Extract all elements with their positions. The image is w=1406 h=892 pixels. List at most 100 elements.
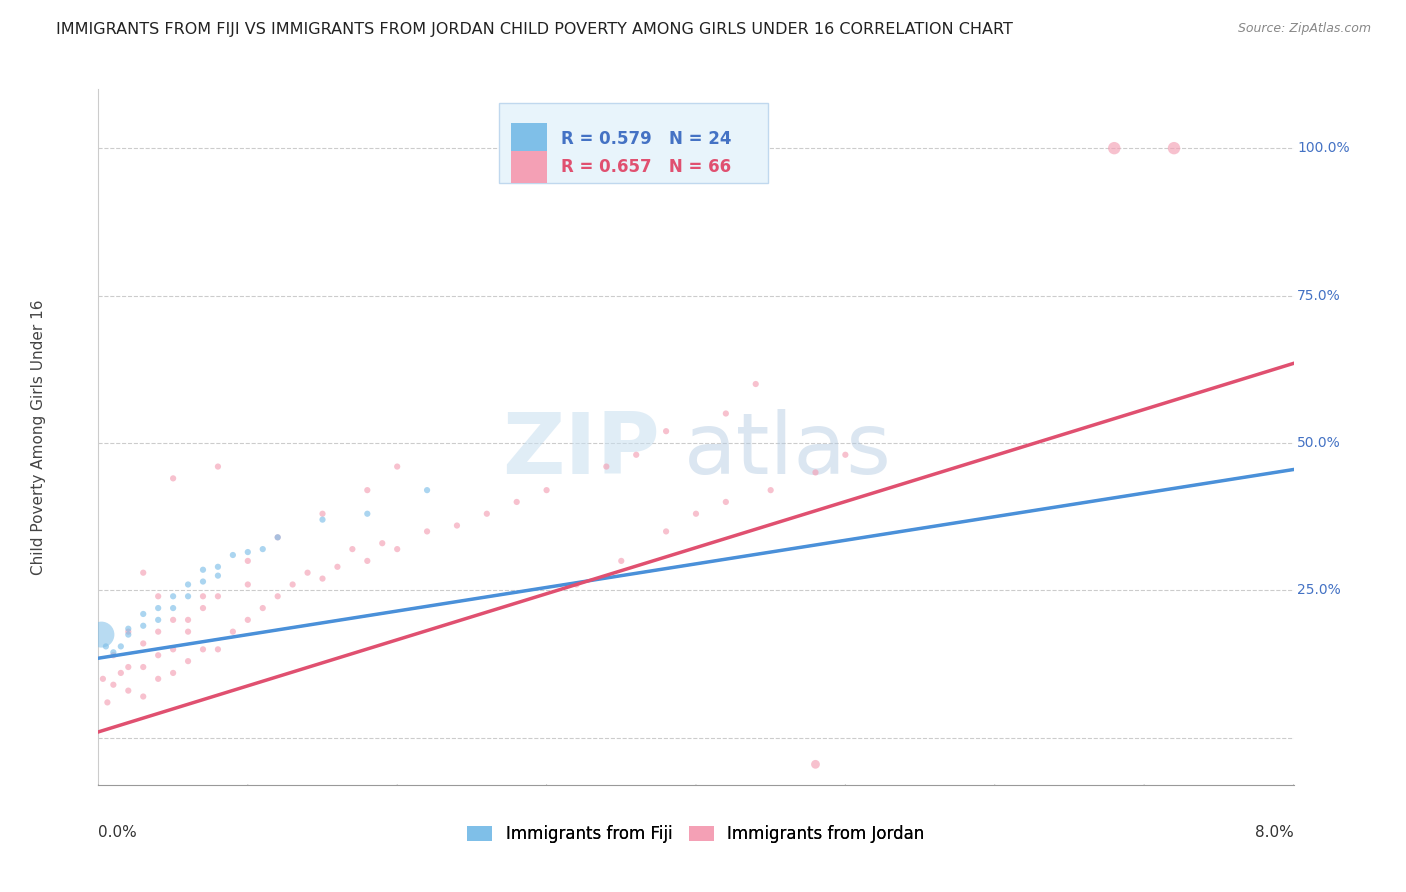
Point [117,622,139,636]
Point [655,524,678,539]
Point [536,483,558,497]
Text: Source: ZipAtlas.com: Source: ZipAtlas.com [1237,22,1371,36]
Point [103,648,125,663]
Point [162,601,184,615]
Text: ZIP: ZIP [502,409,661,492]
Point [252,542,274,557]
Point [103,645,125,659]
Point [714,407,737,421]
Point [252,601,274,615]
Point [162,665,184,680]
Point [311,572,333,586]
Point [371,536,394,550]
Point [148,589,170,603]
Point [207,568,229,582]
Text: R = 0.579   N = 24: R = 0.579 N = 24 [561,130,731,148]
Point [356,483,378,497]
Point [475,507,498,521]
Point [148,648,170,663]
Point [1163,141,1185,155]
Point [148,601,170,615]
Text: 8.0%: 8.0% [1254,825,1294,840]
Point [236,545,259,559]
Point [222,624,245,639]
Point [236,577,259,591]
Point [191,642,214,657]
Point [207,459,229,474]
Point [117,627,139,641]
Legend: Immigrants from Fiji, Immigrants from Jordan: Immigrants from Fiji, Immigrants from Jo… [461,818,931,850]
Point [416,483,439,497]
Point [804,757,827,772]
Point [222,548,245,562]
Point [132,660,155,674]
Point [94,640,117,654]
Point [207,559,229,574]
Point [132,566,155,580]
Point [565,577,588,591]
Point [311,513,333,527]
Text: 0.0%: 0.0% [98,825,138,840]
Point [506,495,529,509]
FancyBboxPatch shape [510,152,547,183]
Point [207,642,229,657]
Point [297,566,319,580]
Point [117,660,139,674]
Point [804,466,827,480]
Point [96,695,118,709]
Point [326,559,349,574]
Point [177,613,200,627]
Text: Child Poverty Among Girls Under 16: Child Poverty Among Girls Under 16 [31,300,46,574]
Point [191,589,214,603]
Point [117,683,139,698]
Point [177,624,200,639]
Point [267,530,290,544]
Point [162,589,184,603]
Point [281,577,304,591]
Point [610,554,633,568]
Point [236,613,259,627]
Point [148,624,170,639]
Point [685,507,707,521]
Point [90,627,112,641]
Point [207,589,229,603]
Point [356,507,378,521]
Point [191,574,214,589]
Point [834,448,856,462]
Point [356,554,378,568]
Point [117,624,139,639]
Point [267,589,290,603]
Point [162,642,184,657]
Text: atlas: atlas [685,409,891,492]
Text: R = 0.657   N = 66: R = 0.657 N = 66 [561,158,731,176]
Point [236,554,259,568]
Point [110,665,132,680]
Point [91,672,114,686]
Point [191,601,214,615]
Point [655,424,678,438]
Point [103,678,125,692]
Point [148,613,170,627]
Point [385,459,409,474]
Point [148,672,170,686]
FancyBboxPatch shape [499,103,768,183]
FancyBboxPatch shape [510,123,547,155]
Point [745,377,768,392]
Point [110,640,132,654]
Point [446,518,468,533]
Point [416,524,439,539]
Point [385,542,409,557]
Point [162,471,184,485]
Point [162,613,184,627]
Point [191,563,214,577]
Point [626,448,648,462]
Text: 25.0%: 25.0% [1298,583,1341,598]
Text: 50.0%: 50.0% [1298,436,1341,450]
Point [342,542,364,557]
Point [759,483,782,497]
Point [132,690,155,704]
Point [595,459,617,474]
Point [267,530,290,544]
Text: IMMIGRANTS FROM FIJI VS IMMIGRANTS FROM JORDAN CHILD POVERTY AMONG GIRLS UNDER 1: IMMIGRANTS FROM FIJI VS IMMIGRANTS FROM … [56,22,1014,37]
Text: 100.0%: 100.0% [1298,141,1350,155]
